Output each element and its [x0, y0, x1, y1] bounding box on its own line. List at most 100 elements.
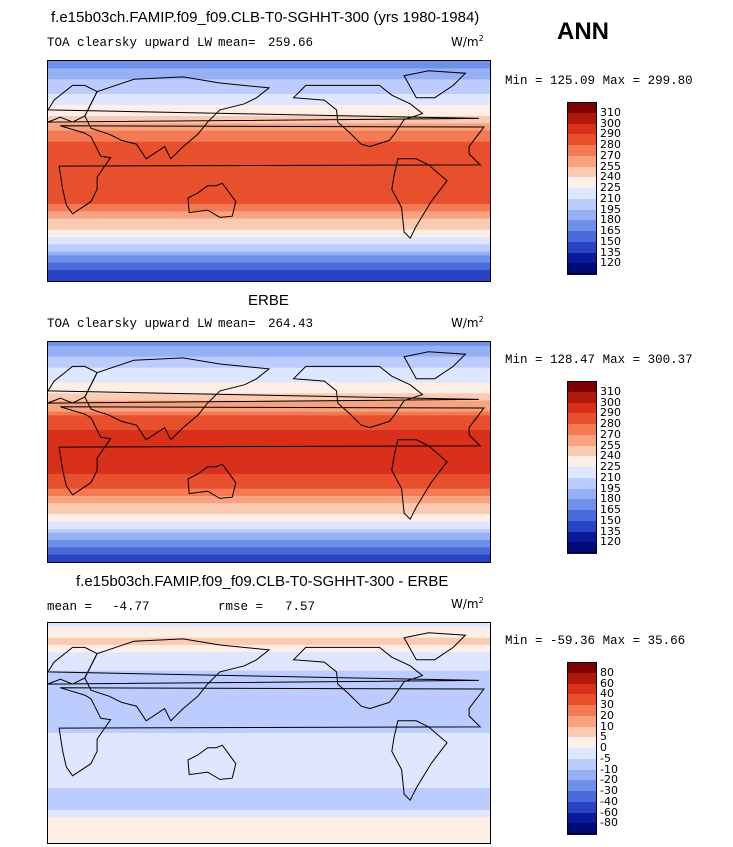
panel1-zonal-band	[48, 152, 490, 157]
panel2-colorbar-label: 300	[600, 395, 621, 409]
panel3-zonal-band	[48, 722, 490, 727]
panel3-zonal-band	[48, 663, 490, 668]
panel3-zonal-band	[48, 685, 490, 690]
panel1-zonal-band	[48, 244, 490, 249]
panel2-zonal-band	[48, 474, 490, 479]
panel3-mean-value: -4.77	[112, 600, 150, 614]
panel1-zonal-band	[48, 116, 490, 121]
panel2-zonal-band	[48, 558, 490, 562]
panel3-zonal-band	[48, 758, 490, 763]
panel3-colorbar-label: -40	[600, 794, 618, 808]
panel2-zonal-band	[48, 364, 490, 369]
panel3-zonal-band	[48, 791, 490, 796]
panel2-zonal-band	[48, 455, 490, 460]
panel1-mean-label: mean=	[218, 36, 256, 50]
panel2-zonal-band	[48, 411, 490, 416]
panel1-colorbar-label: 150	[600, 234, 621, 248]
panel3-colorbar-border	[567, 662, 597, 834]
panel1-zonal-band	[48, 97, 490, 102]
panel2-colorbar-box	[567, 434, 597, 446]
panel3-zonal-band	[48, 703, 490, 708]
panel3-map-plot	[48, 623, 490, 843]
panel3-zonal-band	[48, 835, 490, 840]
panel1-min-label: Min =	[505, 74, 543, 88]
panel1-colorbar-box	[567, 134, 597, 146]
panel2-colorbar-label: 135	[600, 524, 621, 538]
panel1-colorbar-box	[567, 252, 597, 264]
panel2-zonal-band	[48, 503, 490, 508]
panel3-colorbar-box	[567, 812, 597, 824]
panel2-colorbar-label: 280	[600, 417, 621, 430]
panel2-zonal-band	[48, 529, 490, 534]
panel3-zonal-band	[48, 777, 490, 782]
panel2-coastline	[391, 439, 448, 521]
panel3-colorbar-box	[567, 748, 597, 760]
panel3-zonal-band	[48, 751, 490, 756]
season-label: ANN	[557, 18, 609, 45]
panel1-colorbar-box	[567, 220, 597, 232]
panel2-colorbar-box	[567, 424, 597, 436]
panel2-colorbar-label: 180	[600, 492, 621, 506]
panel2-zonal-band	[48, 437, 490, 442]
panel3-colorbar-label: -10	[600, 762, 618, 776]
panel2-zonal-band	[48, 419, 490, 424]
panel2-zonal-band	[48, 356, 490, 361]
panel1-colorbar-label: 135	[600, 245, 621, 259]
panel2-zonal-band	[48, 353, 490, 358]
panel3-zonal-band	[48, 821, 490, 826]
panel2-zonal-band	[48, 525, 490, 530]
panel3-zonal-band	[48, 740, 490, 745]
panel3-colorbar-label: 0	[600, 741, 607, 754]
panel1-coastline	[84, 76, 271, 160]
panel1-zonal-band	[48, 204, 490, 209]
panel1-colorbar-label: 240	[600, 170, 621, 184]
panel1-colorbar-box	[567, 263, 597, 275]
panel3-coastline	[58, 687, 485, 777]
panel2-coastline	[58, 406, 485, 496]
panel2-colorbar-label: 310	[600, 384, 621, 398]
panel1-zonal-band	[48, 185, 490, 190]
panel2-coastline	[84, 357, 271, 441]
panel1-colorbar-box	[567, 145, 597, 157]
panel1-zonal-band	[48, 68, 490, 73]
panel2-zonal-band	[48, 397, 490, 402]
panel1-zonal-band	[48, 262, 490, 267]
panel3-zonal-band	[48, 795, 490, 800]
panel2-colorbar-box	[567, 510, 597, 522]
panel2-colorbar-box	[567, 477, 597, 489]
panel2-zonal-band	[48, 371, 490, 376]
panel2-colorbar-box	[567, 381, 597, 393]
panel2-colorbar-box	[567, 402, 597, 414]
panel1-colorbar-label: 210	[600, 191, 621, 205]
panel2-colorbar-box	[567, 391, 597, 403]
panel3-zonal-band	[48, 824, 490, 829]
panel3-colorbar-label: 40	[600, 687, 614, 701]
panel2-colorbar-label: 225	[600, 460, 621, 473]
panel1-colorbar-label: 120	[600, 256, 621, 270]
panel2-colorbar-box	[567, 531, 597, 543]
panel1-mean-value: 259.66	[268, 36, 314, 50]
panel1-zonal-band	[48, 200, 490, 205]
panel1-zonal-band	[48, 237, 490, 242]
panel1-zonal-band	[48, 182, 490, 187]
panel1-zonal-band	[48, 218, 490, 223]
panel2-zonal-band	[48, 532, 490, 537]
panel2-zonal-band	[48, 342, 490, 347]
panel1-max-label: Max =	[602, 74, 641, 88]
panel2-colorbar-label: 165	[600, 503, 621, 516]
panel1-colorbar-box	[567, 123, 597, 135]
panel1-zonal-band	[48, 72, 490, 77]
panel1-colorbar-label: 270	[600, 148, 621, 162]
panel3-zonal-band	[48, 832, 490, 837]
panel1-min-value: 125.09	[550, 74, 596, 88]
panel2-colorbar-label: 120	[600, 535, 621, 549]
panel1-colorbar: 310 300 290 280 270 255 240 225 210 195 180 165 150 1…	[567, 102, 621, 275]
panel1-colorbar-box	[567, 177, 597, 189]
panel2-colorbar: 310 300 290 280 270 255 240 225 210 195 180 165 150 1…	[567, 381, 621, 554]
panel3-zonal-band	[48, 780, 490, 785]
panel3-colorbar-box	[567, 780, 597, 792]
panel2-zonal-band	[48, 507, 490, 512]
panel3-zonal-band	[48, 648, 490, 653]
panel3-zonal-band	[48, 799, 490, 804]
panel2-zonal-band	[48, 488, 490, 493]
